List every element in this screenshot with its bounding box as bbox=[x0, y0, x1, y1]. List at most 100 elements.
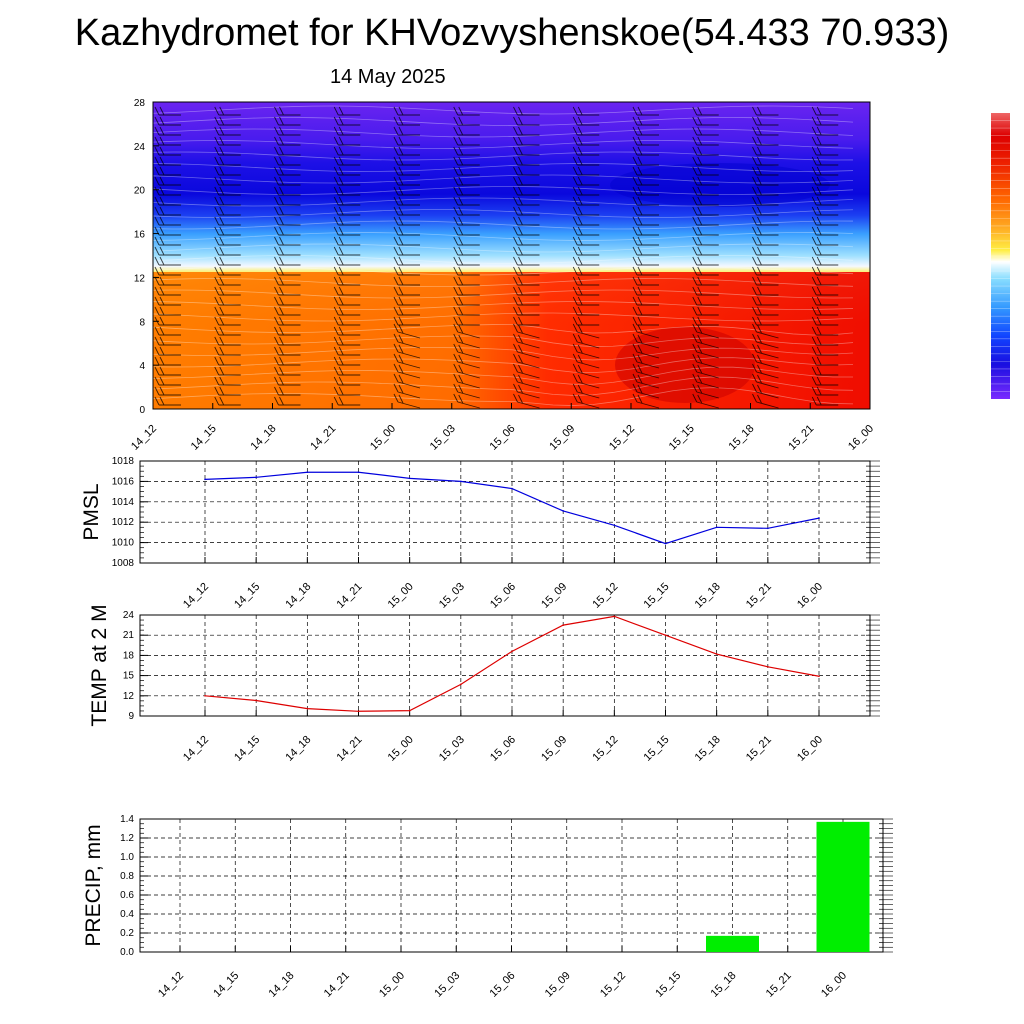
wind-barb bbox=[572, 306, 600, 316]
wind-barb bbox=[214, 336, 241, 346]
heatmap-contour bbox=[153, 255, 854, 264]
wind-barb bbox=[572, 136, 600, 146]
heatmap-cold-core bbox=[610, 163, 830, 207]
wind-barb bbox=[513, 296, 540, 306]
wind-barb bbox=[333, 316, 361, 326]
wind-barb bbox=[692, 393, 719, 409]
wind-barb bbox=[453, 116, 480, 126]
wind-barb bbox=[572, 106, 600, 116]
wind-barb bbox=[811, 226, 839, 236]
wind-barb bbox=[453, 316, 480, 326]
wind-barb bbox=[154, 136, 181, 146]
xtick-label: 14_15 bbox=[211, 970, 241, 1000]
wind-barb bbox=[632, 146, 659, 156]
wind-barb bbox=[333, 326, 361, 336]
heatmap-xtick-label: 15_21 bbox=[786, 423, 816, 453]
wind-barb bbox=[872, 297, 898, 305]
wind-barb bbox=[214, 326, 241, 336]
wind-barb bbox=[572, 146, 600, 156]
wind-barb bbox=[453, 236, 480, 246]
data-point bbox=[818, 517, 820, 519]
wind-barb bbox=[513, 343, 540, 359]
heatmap-contour bbox=[153, 163, 854, 172]
wind-barb bbox=[811, 346, 839, 356]
wind-barb bbox=[632, 383, 660, 399]
wind-barb bbox=[692, 236, 719, 246]
data-point bbox=[460, 683, 462, 686]
heatmap-xtick-label: 14_12 bbox=[129, 423, 159, 453]
wind-barb bbox=[811, 136, 839, 146]
ytick-label: 1.2 bbox=[120, 833, 134, 844]
wind-barb bbox=[453, 246, 480, 256]
data-point bbox=[511, 487, 513, 490]
wind-barb bbox=[453, 126, 480, 136]
ytick-label: 0.2 bbox=[120, 928, 134, 939]
wind-barb bbox=[453, 226, 480, 236]
heatmap-ytick-label: 16 bbox=[134, 230, 146, 241]
wind-barb bbox=[513, 286, 540, 296]
ytick-label: 0.8 bbox=[120, 871, 134, 882]
wind-barb bbox=[154, 246, 181, 256]
wind-barb bbox=[453, 156, 480, 166]
wind-barb bbox=[632, 106, 659, 116]
data-point bbox=[255, 699, 257, 702]
wind-barb bbox=[393, 256, 420, 266]
wind-barb bbox=[513, 146, 540, 156]
wind-barb bbox=[154, 286, 181, 296]
ytick-label: 1018 bbox=[112, 456, 135, 467]
wind-barb bbox=[692, 176, 719, 186]
data-point bbox=[306, 471, 309, 474]
precip-panel: 0.0 0.2 0.4 0.6 0.8 1.0 1.2 1.4 14_12 14_15 14_18 1… bbox=[82, 814, 893, 1000]
panel-frame bbox=[139, 460, 871, 564]
wind-barb bbox=[632, 266, 659, 276]
wind-barb bbox=[274, 306, 301, 316]
wind-barb bbox=[811, 176, 839, 186]
xtick-label: 15_21 bbox=[744, 581, 774, 611]
heatmap-contour bbox=[153, 324, 854, 336]
xtick-label: 16_00 bbox=[819, 970, 849, 1000]
wind-barb bbox=[872, 347, 898, 355]
wind-barb bbox=[872, 337, 898, 345]
wind-barb bbox=[692, 373, 719, 389]
ytick-label: 1010 bbox=[112, 538, 135, 549]
wind-barb bbox=[393, 343, 421, 359]
wind-barb bbox=[632, 126, 659, 136]
wind-barb bbox=[632, 156, 659, 166]
wind-barb bbox=[154, 166, 181, 176]
xtick-label: 15_12 bbox=[598, 970, 628, 1000]
ytick-label: 1008 bbox=[112, 558, 135, 569]
wind-barb bbox=[154, 386, 181, 396]
wind-barb bbox=[632, 316, 659, 326]
wind-barb bbox=[333, 306, 361, 316]
ytick-label: 18 bbox=[123, 650, 135, 661]
heatmap-ytick-label: 0 bbox=[139, 405, 145, 416]
wind-barb bbox=[214, 236, 241, 246]
wind-barb bbox=[872, 377, 898, 385]
xtick-label: 15_18 bbox=[693, 734, 723, 764]
wind-barb bbox=[214, 366, 241, 376]
wind-barb bbox=[872, 137, 898, 145]
wind-barb bbox=[214, 266, 241, 276]
wind-barb bbox=[752, 116, 779, 126]
wind-barb bbox=[872, 207, 898, 215]
wind-barb bbox=[752, 216, 779, 226]
wind-barb bbox=[154, 356, 181, 366]
wind-barb bbox=[274, 146, 301, 156]
heatmap-xtick-label: 15_15 bbox=[667, 423, 697, 453]
wind-barb bbox=[333, 376, 361, 386]
wind-barb bbox=[214, 256, 241, 266]
data-point bbox=[715, 526, 718, 529]
wind-barb bbox=[274, 226, 301, 236]
wind-barb bbox=[692, 106, 719, 116]
ytick-label: 0.0 bbox=[120, 947, 134, 958]
wind-barb bbox=[692, 383, 719, 399]
wind-barb bbox=[632, 306, 659, 316]
data-point bbox=[408, 709, 411, 712]
wind-barb bbox=[393, 156, 420, 166]
wind-barb bbox=[154, 186, 181, 196]
wind-barb bbox=[393, 363, 421, 379]
wind-barb bbox=[333, 356, 361, 366]
heatmap-contour bbox=[153, 209, 854, 218]
wind-barb bbox=[154, 116, 181, 126]
wind-barb bbox=[393, 166, 420, 176]
